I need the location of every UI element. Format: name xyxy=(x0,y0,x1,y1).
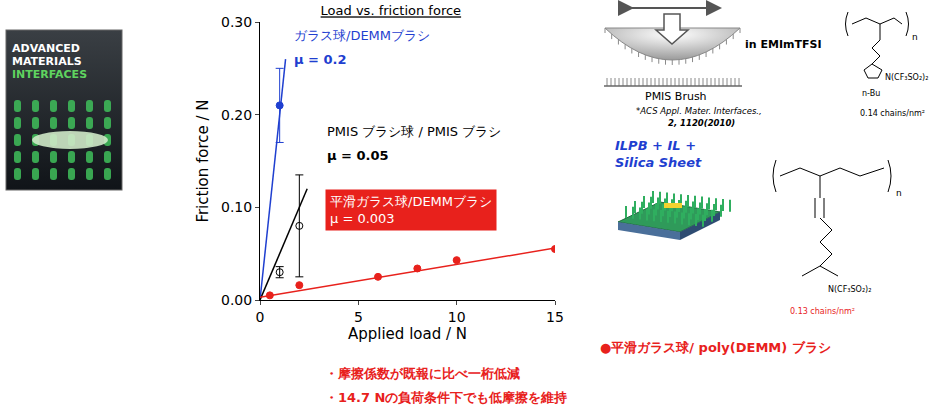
svg-text:0.00: 0.00 xyxy=(221,292,252,308)
svg-text:n-Bu: n-Bu xyxy=(862,89,880,98)
svg-text:INTERFACES: INTERFACES xyxy=(12,68,87,81)
svg-text:PMIS ブラシ球 / PMIS ブラシ: PMIS ブラシ球 / PMIS ブラシ xyxy=(327,124,501,139)
svg-text:n: n xyxy=(912,32,918,42)
svg-text:・14.7 Nの負荷条件下でも低摩擦を維持: ・14.7 Nの負荷条件下でも低摩擦を維持 xyxy=(325,390,567,405)
svg-text:ILPB + IL +: ILPB + IL + xyxy=(615,138,696,153)
svg-text:0.10: 0.10 xyxy=(221,199,252,215)
svg-text:N(CF₃SO₂)₂: N(CF₃SO₂)₂ xyxy=(885,73,928,82)
svg-text:MATERIALS: MATERIALS xyxy=(12,55,82,68)
svg-text:平滑ガラス球/DEMMブラシμ = 0.003: 平滑ガラス球/DEMMブラシμ = 0.003 xyxy=(330,194,492,226)
svg-text:5: 5 xyxy=(354,309,363,325)
svg-text:Friction force / N: Friction force / N xyxy=(194,99,212,222)
svg-text:0: 0 xyxy=(256,309,265,325)
svg-text:Load vs. friction force: Load vs. friction force xyxy=(321,3,462,18)
svg-text:0.30: 0.30 xyxy=(221,14,252,30)
svg-text:ADVANCED: ADVANCED xyxy=(12,42,80,55)
svg-text:*ACS Appl. Mater. Interfaces.,: *ACS Appl. Mater. Interfaces., xyxy=(636,106,762,116)
svg-text:N(CF₃SO₂)₂: N(CF₃SO₂)₂ xyxy=(828,285,871,294)
svg-text:Applied load / N: Applied load / N xyxy=(348,325,467,343)
svg-text:0.20: 0.20 xyxy=(221,107,252,123)
svg-text:n: n xyxy=(896,188,902,198)
svg-text:μ = 0.2: μ = 0.2 xyxy=(294,52,347,67)
svg-text:μ = 0.05: μ = 0.05 xyxy=(327,148,389,163)
svg-text:・摩擦係数が既報に比べ一桁低減: ・摩擦係数が既報に比べ一桁低減 xyxy=(325,366,520,381)
svg-text:●平滑ガラス球/ poly(DEMM) ブラシ: ●平滑ガラス球/ poly(DEMM) ブラシ xyxy=(600,340,831,355)
svg-text:2, 1120(2010): 2, 1120(2010) xyxy=(668,118,735,128)
svg-text:PMIS Brush: PMIS Brush xyxy=(645,90,707,103)
svg-text:15: 15 xyxy=(546,309,564,325)
svg-text:in EMImTFSI: in EMImTFSI xyxy=(745,38,821,51)
svg-text:ガラス球/DEMMブラシ: ガラス球/DEMMブラシ xyxy=(294,28,430,43)
svg-text:0.14 chains/nm²: 0.14 chains/nm² xyxy=(860,109,925,118)
svg-text:0.13 chains/nm²: 0.13 chains/nm² xyxy=(790,307,855,316)
svg-text:Silica Sheet: Silica Sheet xyxy=(615,155,702,170)
svg-text:10: 10 xyxy=(448,309,466,325)
